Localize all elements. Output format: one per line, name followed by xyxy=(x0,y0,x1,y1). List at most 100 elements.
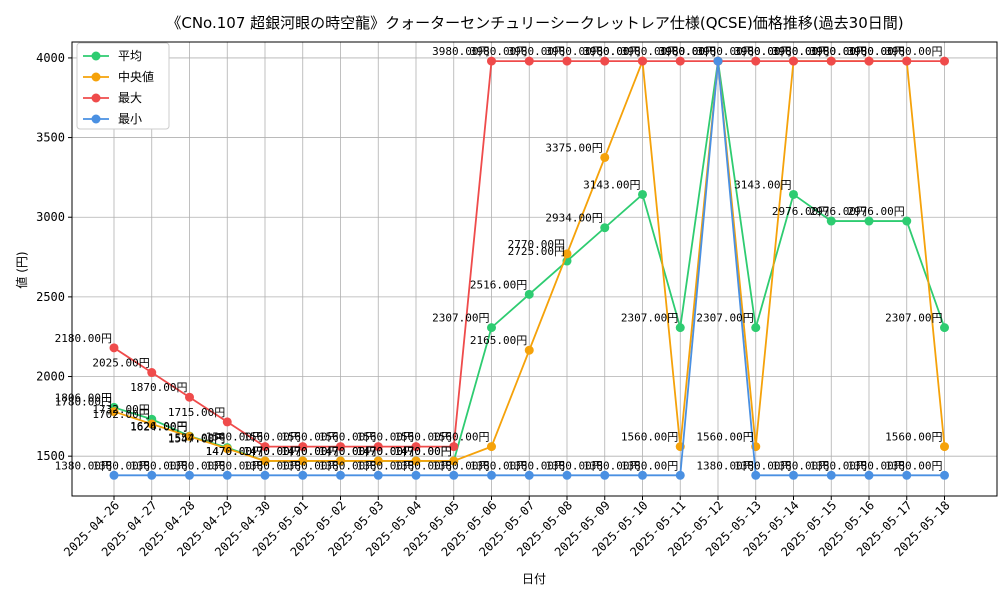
data-point xyxy=(449,442,459,452)
data-label: 1560.00円 xyxy=(243,431,300,444)
data-point xyxy=(713,56,723,66)
y-tick-label: 1500 xyxy=(36,449,65,463)
data-point xyxy=(902,216,912,226)
data-point xyxy=(562,56,572,66)
data-label: 1380.00円 xyxy=(243,459,300,472)
data-label: 1626.00円 xyxy=(130,420,187,433)
legend-label: 平均 xyxy=(118,49,142,63)
data-label: 1547.00円 xyxy=(168,433,225,446)
data-label: 1702.00円 xyxy=(92,408,149,421)
data-label: 3980.00円 xyxy=(583,45,640,58)
data-point xyxy=(109,343,119,353)
data-label: 1380.00円 xyxy=(357,459,414,472)
data-labels: 1806.00円1732.00円1626.00円1554.00円1470.00円… xyxy=(55,45,943,472)
data-label: 2976.00円 xyxy=(847,205,904,218)
legend-box xyxy=(76,42,170,130)
data-label: 2976.00円 xyxy=(810,205,867,218)
data-point xyxy=(675,56,685,66)
data-point xyxy=(185,431,194,441)
data-point xyxy=(600,152,610,162)
y-tick-label: 2500 xyxy=(36,290,65,304)
data-label: 1870.00円 xyxy=(130,381,187,394)
data-label: 1380.00円 xyxy=(545,459,602,472)
data-point xyxy=(638,470,647,480)
data-label: 1470.00円 xyxy=(281,445,338,458)
data-label: 2725.00円 xyxy=(508,245,565,258)
data-point xyxy=(260,456,270,466)
data-label: 1380.00円 xyxy=(206,459,263,472)
data-point xyxy=(524,56,534,66)
ticks: 2025-04-262025-04-272025-04-282025-04-29… xyxy=(36,51,953,559)
data-point xyxy=(600,470,610,480)
data-point xyxy=(411,442,421,452)
data-label: 1470.00円 xyxy=(394,445,451,458)
data-label: 1380.00円 xyxy=(847,459,904,472)
data-label: 3980.00円 xyxy=(508,45,565,58)
data-point xyxy=(147,419,157,429)
x-axis-label: 日付 xyxy=(522,572,546,586)
data-point xyxy=(487,56,496,66)
data-label: 2307.00円 xyxy=(621,312,678,325)
data-label: 3980.00円 xyxy=(659,45,716,58)
data-label: 3980.00円 xyxy=(545,45,602,58)
data-point xyxy=(487,442,496,452)
data-point xyxy=(373,442,383,452)
data-label: 3980.00円 xyxy=(470,45,527,58)
data-point xyxy=(260,442,270,452)
data-label: 3980.00円 xyxy=(659,45,716,58)
data-label: 3143.00円 xyxy=(583,178,640,191)
data-point xyxy=(222,470,232,480)
data-point xyxy=(449,456,459,466)
data-label: 3980.00円 xyxy=(659,45,716,58)
data-label: 1470.00円 xyxy=(281,445,338,458)
data-point xyxy=(902,470,912,480)
data-label: 1380.00円 xyxy=(130,459,187,472)
legend-marker xyxy=(91,93,101,103)
data-label: 2516.00円 xyxy=(470,278,527,291)
data-point xyxy=(524,470,534,480)
y-axis-label: 値 (円) xyxy=(14,251,29,288)
data-point xyxy=(789,56,798,66)
data-point xyxy=(411,456,421,466)
data-point xyxy=(751,470,761,480)
data-label: 3980.00円 xyxy=(432,45,489,58)
data-point xyxy=(298,470,308,480)
data-point xyxy=(940,323,949,333)
data-point xyxy=(826,216,836,226)
y-tick-label: 3500 xyxy=(36,131,65,145)
data-label: 1560.00円 xyxy=(394,431,451,444)
data-label: 3980.00円 xyxy=(810,45,867,58)
data-label: 1380.00円 xyxy=(810,459,867,472)
data-label: 3980.00円 xyxy=(847,45,904,58)
data-point xyxy=(524,289,534,299)
data-label: 1380.00円 xyxy=(432,459,489,472)
data-label: 3980.00円 xyxy=(847,45,904,58)
data-label: 2025.00円 xyxy=(92,357,149,370)
y-tick-label: 4000 xyxy=(36,51,65,65)
chart-title: 《CNo.107 超銀河眼の時空龍》クォーターセンチュリーシークレットレア仕様(… xyxy=(166,14,903,32)
data-label: 1380.00円 xyxy=(734,459,791,472)
data-label: 1470.00円 xyxy=(394,445,451,458)
data-point xyxy=(336,442,345,452)
data-label: 1560.00円 xyxy=(281,431,338,444)
data-label: 1624.00円 xyxy=(130,420,187,433)
legend-label: 中央値 xyxy=(118,69,154,84)
data-label: 1780.00円 xyxy=(55,396,112,409)
data-label: 2180.00円 xyxy=(55,332,112,345)
plot-frame xyxy=(71,41,998,497)
data-label: 3980.00円 xyxy=(810,45,867,58)
data-point xyxy=(789,189,798,199)
data-point xyxy=(902,56,912,66)
data-point xyxy=(411,470,421,480)
data-point xyxy=(638,56,647,66)
data-label: 2307.00円 xyxy=(432,312,489,325)
data-point xyxy=(751,56,761,66)
data-point xyxy=(940,470,949,480)
data-label: 1560.00円 xyxy=(357,431,414,444)
data-point xyxy=(675,323,685,333)
data-label: 3375.00円 xyxy=(545,141,602,154)
data-label: 1470.00円 xyxy=(243,445,300,458)
